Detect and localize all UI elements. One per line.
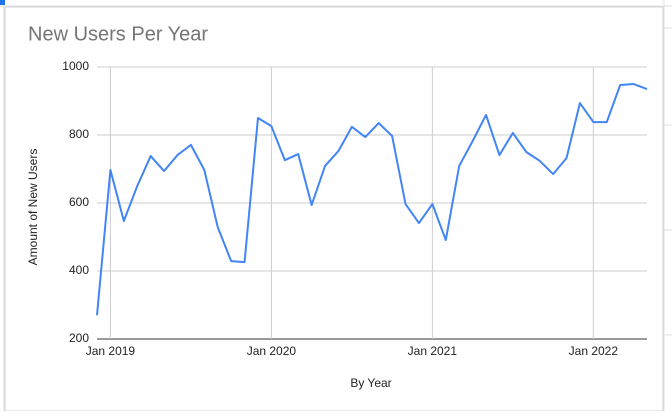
y-axis-title: Amount of New Users — [26, 149, 40, 266]
chart-frame — [4, 6, 664, 411]
x-tick-label: Jan 2022 — [569, 344, 619, 358]
chart-title: New Users Per Year — [28, 23, 208, 45]
y-tick-label: 400 — [69, 263, 89, 277]
x-tick-label: Jan 2021 — [408, 344, 458, 358]
x-axis-title: By Year — [350, 376, 391, 390]
y-tick-label: 800 — [69, 127, 89, 141]
data-line — [96, 83, 648, 316]
corner-marker — [0, 0, 5, 5]
x-tick-label: Jan 2019 — [86, 344, 136, 358]
y-tick-label: 600 — [69, 195, 89, 209]
y-tick-label: 1000 — [62, 59, 89, 73]
x-tick-label: Jan 2020 — [247, 344, 297, 358]
y-tick-label: 200 — [69, 331, 89, 345]
